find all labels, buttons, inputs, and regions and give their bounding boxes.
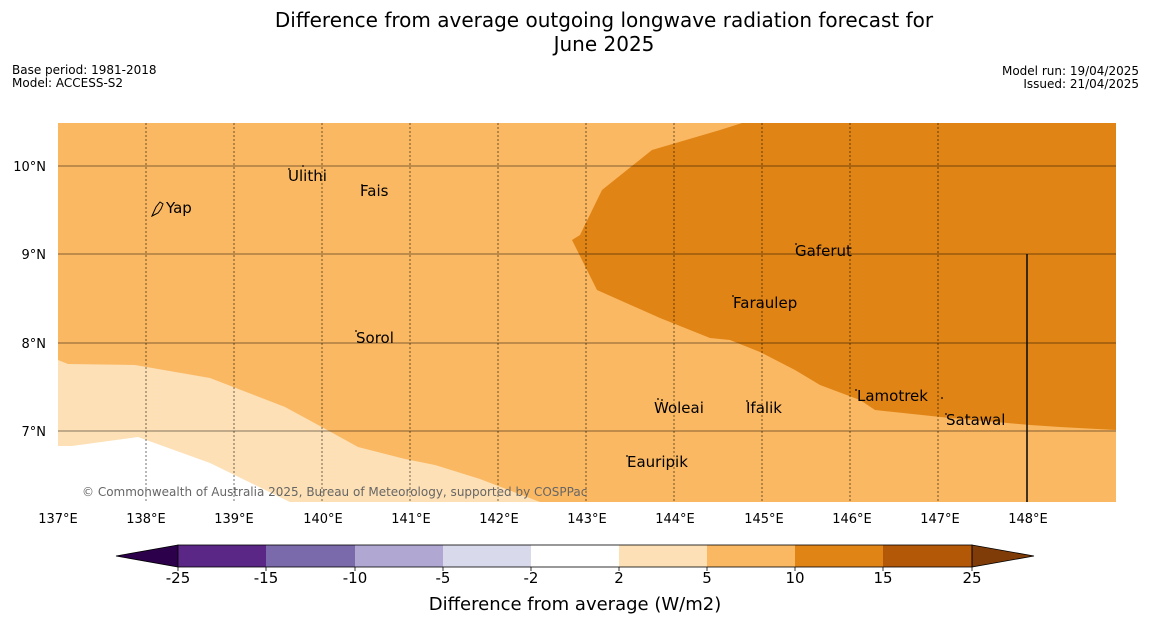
- colorbar-swatch-6: [619, 545, 707, 567]
- colorbar-high-extension: [971, 544, 1035, 568]
- lat-label-7n: 7°N: [22, 425, 47, 440]
- lon-tick-labels: 137°E 138°E 139°E 140°E 141°E 142°E 143°…: [38, 512, 1048, 527]
- lat-label-8n: 8°N: [22, 337, 47, 352]
- issued-text: Issued: 21/04/2025: [1023, 77, 1139, 91]
- place-yap: Yap: [165, 199, 192, 217]
- place-gaferut: Gaferut: [795, 242, 852, 260]
- colorbar-swatch-2: [266, 545, 355, 567]
- lat-tick-labels: 10°N 9°N 8°N 7°N: [13, 160, 46, 440]
- lat-label-9n: 9°N: [22, 248, 47, 263]
- lon-label-140e: 140°E: [303, 512, 343, 527]
- colorbar-frame: [177, 544, 973, 568]
- colorbar-swatch-8: [795, 545, 883, 567]
- place-ifalik: Ifalik: [746, 399, 782, 417]
- colorbar-swatch-1: [178, 545, 266, 567]
- lon-label-144e: 144°E: [655, 512, 695, 527]
- colorbar-tick-15: 15: [873, 569, 892, 587]
- band-neutral-area: [58, 437, 290, 502]
- base-period-text: Base period: 1981-2018: [12, 63, 157, 77]
- map-title: Difference from average outgoing longwav…: [0, 8, 1150, 56]
- meta-right: Model run: 19/04/2025 Issued: 21/04/2025: [1002, 65, 1139, 91]
- colorbar-tick-10: 10: [785, 569, 804, 587]
- place-eauripik: Eauripik: [627, 453, 688, 471]
- lon-label-145e: 145°E: [744, 512, 784, 527]
- colorbar-swatch-9: [883, 545, 972, 567]
- colorbar-tick-m5: -5: [436, 569, 451, 587]
- lon-label-142e: 142°E: [479, 512, 519, 527]
- model-text: Model: ACCESS-S2: [12, 76, 124, 90]
- band-10-15-area: [572, 123, 1116, 430]
- lon-label-139e: 139°E: [214, 512, 254, 527]
- lon-label-141e: 141°E: [391, 512, 431, 527]
- place-faraulep: Faraulep: [733, 294, 797, 312]
- colorbar-swatch-7: [707, 545, 795, 567]
- yap-island-shape: [150, 201, 164, 218]
- lon-label-148e: 148°E: [1008, 512, 1048, 527]
- colorbar-tick-m2: -2: [524, 569, 539, 587]
- colorbar-swatch-3: [355, 545, 443, 567]
- place-woleai: Woleai: [654, 399, 704, 417]
- colorbar-label: Difference from average (W/m2): [429, 594, 721, 615]
- place-satawal: Satawal: [946, 411, 1005, 429]
- colorbar-tick-25: 25: [962, 569, 981, 587]
- colorbar-tick-m10: -10: [343, 569, 368, 587]
- colorbar-swatch-5: [531, 545, 619, 567]
- meridians: [145, 123, 939, 502]
- colorbar-tick-m25: -25: [166, 569, 191, 587]
- colorbar: -25 -15 -10 -5 -2 2 5 10 15 25 Differenc…: [115, 544, 1035, 615]
- colorbar-low-extension: [115, 544, 179, 568]
- colorbar-tick-2: 2: [614, 569, 624, 587]
- lat-label-10n: 10°N: [13, 160, 46, 175]
- place-sorol: Sorol: [356, 329, 394, 347]
- lon-label-137e: 137°E: [38, 512, 78, 527]
- model-run-text: Model run: 19/04/2025: [1001, 64, 1139, 78]
- lon-label-138e: 138°E: [126, 512, 166, 527]
- place-ulithi: Ulithi: [288, 167, 327, 185]
- title-line-1: Difference from average outgoing longwav…: [274, 8, 934, 32]
- colorbar-tick-5: 5: [702, 569, 712, 587]
- lon-label-146e: 146°E: [832, 512, 872, 527]
- island-dots: [288, 165, 947, 457]
- meta-left: Base period: 1981-2018 Model: ACCESS-S2: [12, 64, 157, 90]
- copyright-text: © Commonwealth of Australia 2025, Bureau…: [82, 485, 587, 499]
- place-lamotrek: Lamotrek: [857, 387, 928, 405]
- place-fais: Fais: [360, 182, 389, 200]
- colorbar-tick-m15: -15: [254, 569, 279, 587]
- title-line-2: June 2025: [553, 32, 655, 56]
- map-plot-area: Yap Ulithi Fais Gaferut Faraulep Sorol W…: [58, 123, 1116, 502]
- lon-label-143e: 143°E: [567, 512, 607, 527]
- lon-label-147e: 147°E: [920, 512, 960, 527]
- colorbar-swatch-4: [443, 545, 531, 567]
